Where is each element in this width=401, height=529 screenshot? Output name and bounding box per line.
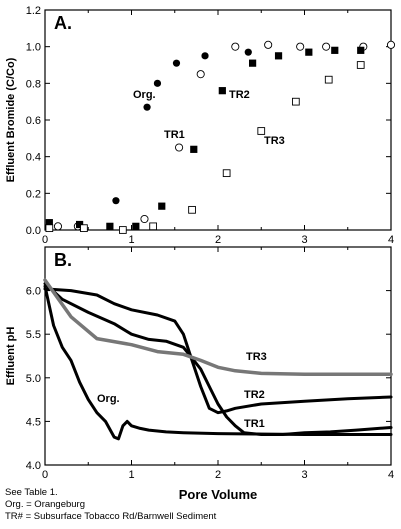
panel-b-tr1-line (43, 282, 393, 436)
panel-a-tr3-point (292, 97, 300, 106)
note-line-2: Org. = Orangeburg (5, 499, 86, 510)
panel-a-x-tick-label: 1 (128, 234, 134, 246)
panel-a-tr2-point (249, 59, 257, 67)
panel-a-tr3-point (257, 127, 266, 135)
panel-a-tr3-point (222, 169, 231, 178)
panel-a-label: A. (54, 13, 72, 33)
panel-a-y-tick-label: 1.2 (26, 5, 41, 17)
panel-a-tr2-point (357, 46, 365, 54)
panel-a-tr1-point (386, 40, 396, 49)
panel-a-y-tick-label: 0.0 (26, 225, 41, 237)
panel-a-org-point (201, 52, 209, 60)
panel-b-x-axis-title: Pore Volume (179, 487, 258, 502)
panel-a-tr2-point (158, 202, 166, 210)
panel-a-x-tick-label: 2 (215, 234, 221, 246)
panel-a-y-tick-label: 1.0 (26, 42, 41, 54)
panel-a-tr2-point (274, 52, 283, 60)
panel-a-tr2-point (106, 222, 114, 230)
panel-a-tr1-point (140, 214, 149, 224)
panel-a-tr2-point (76, 220, 84, 229)
panel-a-org-point (143, 103, 151, 111)
panel-b-x-tick-label: 3 (301, 469, 307, 481)
panel-b-label: B. (54, 250, 72, 270)
panel-a-tr3-point (356, 61, 365, 69)
panel-a-frame (44, 9, 392, 231)
panel-a-tr2-point (331, 46, 339, 54)
panel-a-y-axis-title: Effluent Bromide (C/Co) (5, 57, 17, 182)
panel-b-y-tick-label: 4.0 (26, 460, 41, 472)
panel-a-y-tick-label: 0.2 (26, 188, 41, 200)
panel-a-y-tick-label: 0.6 (26, 115, 41, 127)
panel-a-tr1-point (175, 143, 184, 152)
panel-b-x-tick-label: 4 (388, 469, 394, 481)
panel-a-org-point (244, 48, 252, 56)
panel-a-annotation-tr2: TR2 (229, 89, 250, 101)
panel-a-tr3-point (80, 224, 88, 233)
panel-a-tr3-point (188, 205, 196, 214)
panel-a-y-tick-label: 0.4 (26, 152, 41, 164)
panel-a-tr3-point (45, 224, 54, 233)
panel-b-annotation-org: Org. (97, 393, 120, 405)
panel-b-annotation-tr3: TR3 (246, 351, 267, 363)
panel-a-annotation-tr3: TR3 (264, 135, 285, 147)
panel-a-x-tick-label: 3 (301, 234, 307, 246)
panel-a-annotation-tr1: TR1 (164, 129, 185, 141)
panel-b-x-tick-label: 2 (215, 469, 221, 481)
panel-a-tr3-point (118, 226, 127, 234)
note-line-1: See Table 1. (5, 487, 58, 498)
panel-a-tr3-point (324, 75, 333, 84)
panel-a-annotation-org: Org. (133, 89, 156, 101)
panel-a-org-point (153, 79, 162, 87)
panel-a-tr2-point (305, 48, 313, 56)
panel-a-org-point (172, 59, 181, 67)
panel-a-tr1-point (53, 222, 63, 231)
panel-a-tr1-point (322, 42, 331, 51)
panel-a-x-tick-label: 4 (388, 234, 394, 246)
panel-a-tr2-point (132, 222, 140, 230)
panel-b-annotation-tr1: TR1 (244, 418, 265, 430)
panel-b-tr3-line (43, 278, 393, 377)
panel-b-y-tick-label: 5.0 (26, 373, 41, 385)
panel-a-tr1-point (296, 42, 305, 51)
panel-a-tr1-point (196, 70, 205, 79)
panel-a-x-tick-label: 0 (42, 234, 48, 246)
panel-b-tr2-line (43, 287, 393, 415)
panel-a-org-point (112, 197, 120, 205)
panel-b-x-tick-label: 1 (128, 469, 134, 481)
panel-b-y-tick-label: 4.5 (26, 416, 41, 428)
panel-a-tr2-point (190, 145, 198, 153)
panel-b-org-line (43, 284, 393, 441)
note-line-3: TR# = Subsurface Tobacco Rd/Barnwell Sed… (5, 511, 217, 522)
panel-a-tr2-point (45, 219, 53, 227)
panel-a-tr2-point (218, 87, 226, 95)
panel-b-x-tick-label: 0 (42, 469, 48, 481)
panel-a-y-tick-label: 0.8 (26, 78, 41, 90)
panel-b-annotation-tr2: TR2 (244, 389, 265, 401)
panel-a-tr3-point (149, 222, 157, 231)
panel-b-y-axis-title: Effluent pH (5, 327, 17, 386)
panel-a-tr1-point (264, 40, 273, 49)
panel-b-y-tick-label: 5.5 (26, 329, 41, 341)
panel-b-y-tick-label: 6.0 (26, 286, 41, 298)
panel-a-tr1-point (231, 42, 240, 51)
